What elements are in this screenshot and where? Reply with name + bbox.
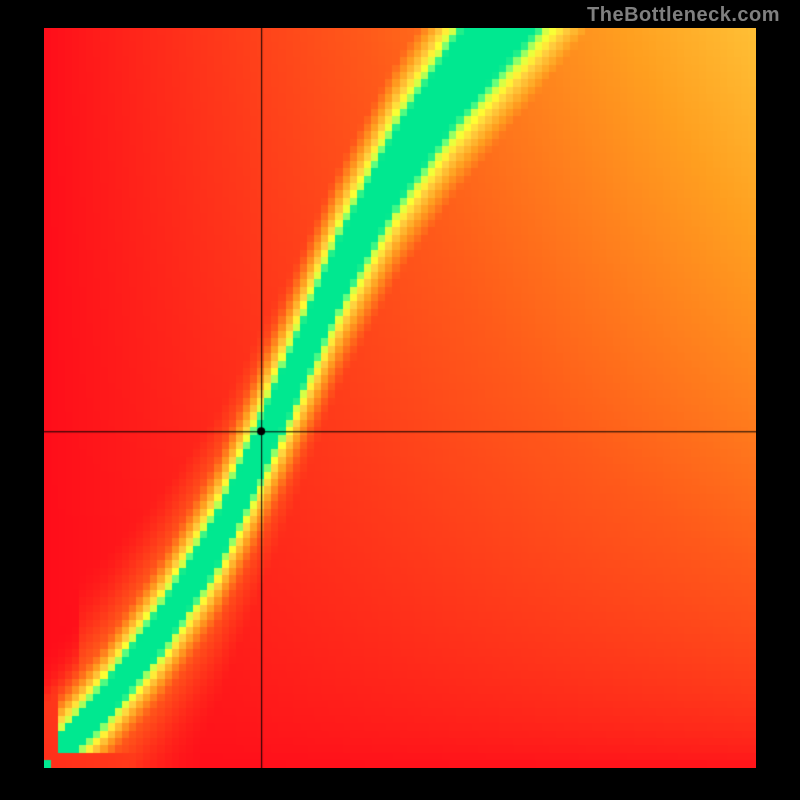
heatmap-plot (44, 28, 756, 768)
watermark-text: TheBottleneck.com (587, 4, 780, 27)
heatmap-canvas (44, 28, 756, 768)
